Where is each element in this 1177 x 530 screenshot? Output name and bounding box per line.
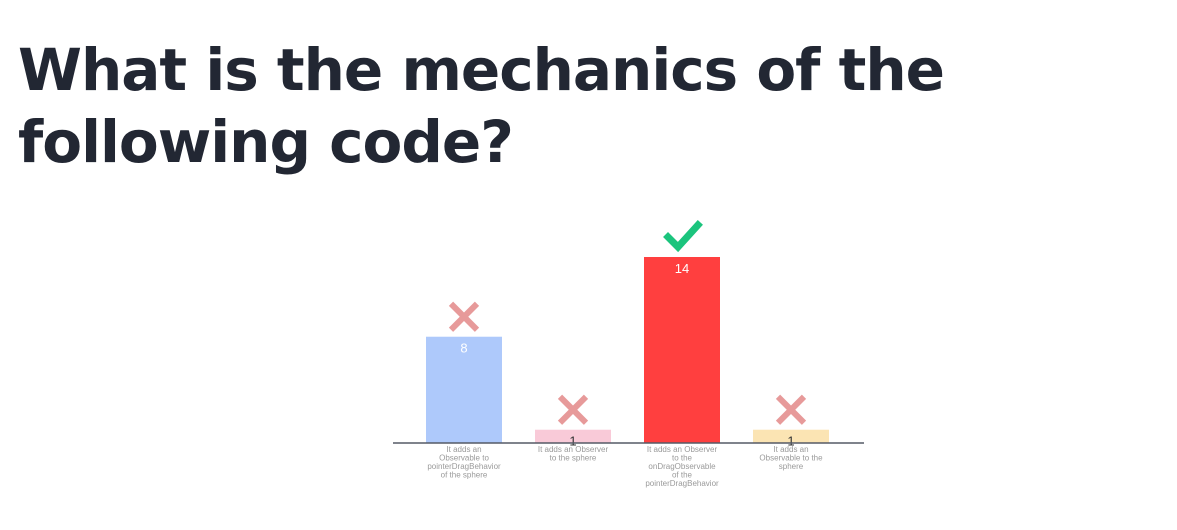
bar-2: [535, 429, 611, 443]
bar-value-label: 8: [460, 341, 467, 356]
category-label-1: It adds an Observable to pointerDragBehavi…: [427, 445, 501, 480]
bar-value-label: 14: [675, 261, 689, 276]
bar-value-label: 1: [787, 434, 794, 449]
category-labels: It adds an Observable to pointerDragBehavi…: [427, 445, 823, 488]
bar-4: [753, 429, 829, 443]
category-label-4: It adds an Observable to the sphere: [759, 445, 823, 471]
bar-3: [644, 257, 720, 443]
bar-1: [426, 336, 502, 443]
bar-value-label: 1: [569, 434, 576, 449]
cross-icon: [448, 301, 480, 332]
cross-icon: [775, 394, 807, 425]
question-title: What is the mechanics of the following c…: [18, 36, 945, 176]
check-icon: [663, 220, 703, 253]
cross-icon: [557, 394, 589, 425]
category-label-2: It adds an Observer to the sphere: [538, 445, 609, 463]
bars-layer: 8 1 14 1: [426, 220, 829, 449]
category-label-3: It adds an Observer to the onDragObservabl…: [645, 445, 719, 488]
